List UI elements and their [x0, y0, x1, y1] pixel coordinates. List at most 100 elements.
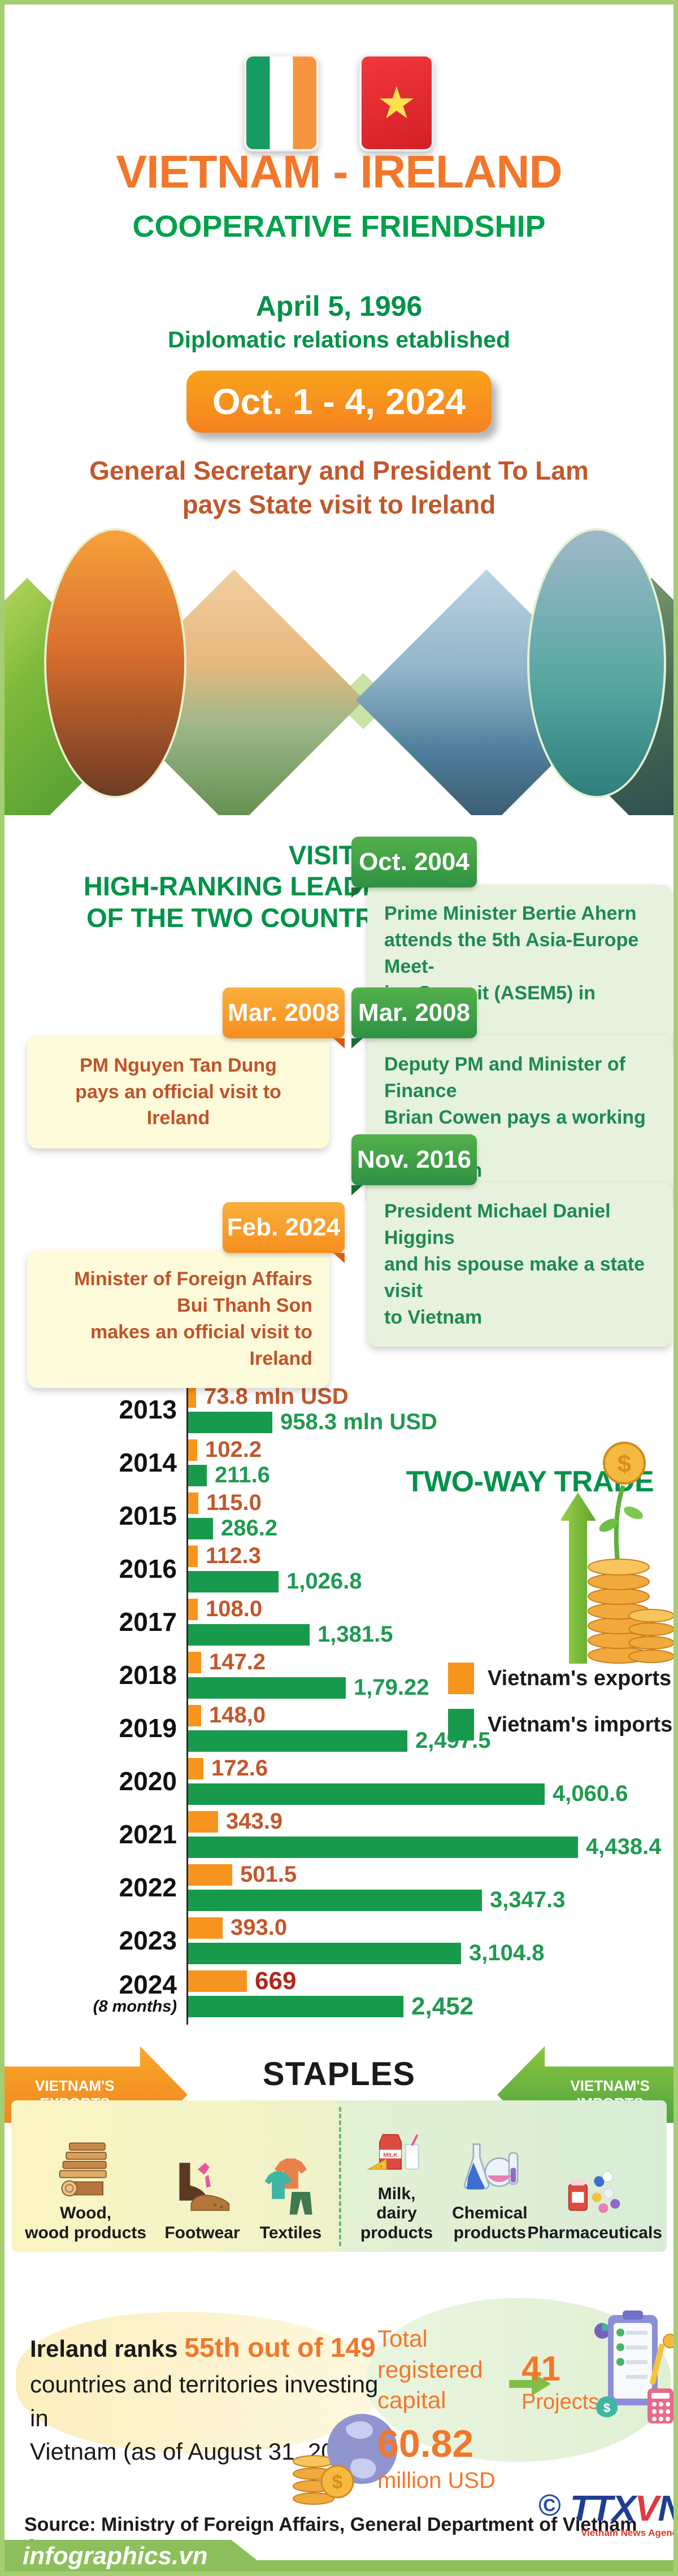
import-bar [188, 1783, 545, 1805]
staple-item: Textiles [258, 2158, 323, 2243]
year-label: 2014 [119, 1448, 177, 1477]
money-growth-illustration: $ [560, 1429, 673, 1675]
import-bar [188, 1677, 346, 1699]
staple-item: MILK Milk, dairy products [341, 2120, 452, 2243]
chart-row: 2016 112.3 1,026.8 [5, 1542, 673, 1595]
agency-logo-block: © TTXVN Vietnam News Agency [538, 2488, 678, 2539]
milk-dairy-icon: MILK [366, 2134, 419, 2170]
import-bar [188, 1889, 482, 1911]
import-value-label: 4,060.6 [553, 1781, 628, 1806]
capital-unit: million USD [377, 2468, 496, 2493]
state-visit-line2: pays State visit to Ireland [182, 490, 496, 519]
export-bar [188, 1757, 203, 1779]
import-value-label: 3,347.3 [490, 1887, 566, 1912]
globe-coins-illustration: $ [290, 2397, 403, 2510]
established-date: April 5, 1996 [255, 290, 423, 322]
staple-label: Textiles [259, 2223, 322, 2242]
svg-text:$: $ [603, 2401, 610, 2415]
flags-row: ★ [5, 54, 673, 151]
chemical-flasks-icon [464, 2143, 519, 2190]
export-value-label: 115.0 [206, 1490, 262, 1515]
svg-text:MILK: MILK [383, 2151, 398, 2158]
established-label: Diplomatic relations etablished [167, 327, 511, 353]
import-bar [188, 1624, 310, 1646]
vietnam-star-icon: ★ [377, 78, 416, 128]
export-value-label: 172.6 [211, 1756, 268, 1781]
event-date-tab: Nov. 2016 [351, 1134, 477, 1195]
staple-label: Wood, wood products [25, 2204, 147, 2242]
export-value-label: 102.2 [205, 1437, 262, 1462]
wood-icon [59, 2142, 107, 2197]
clipboard-icon: $ [594, 2310, 673, 2423]
export-bar [188, 1651, 201, 1673]
event-date-tab: Mar. 2008 [351, 987, 477, 1048]
import-value-label: 958.3 mln USD [280, 1409, 437, 1434]
staple-item: Footwear [164, 2159, 240, 2243]
event-text: PM Nguyen Tan Dung pays an official visi… [27, 1035, 329, 1148]
year-label: 2018 [119, 1660, 177, 1690]
import-value-label: 1,026.8 [286, 1569, 362, 1594]
agency-subtitle: Vietnam News Agency [581, 2527, 678, 2538]
chart-row: 2024 (8 months) 669 2,452 [5, 1967, 673, 2020]
chart-row: 2023 393.0 3,104.8 [5, 1914, 673, 1967]
yellow-band [16, 2312, 383, 2453]
staple-label: Footwear [164, 2223, 240, 2242]
chart-row: 2013 73.8 mln USD 958.3 mln USD [5, 1383, 673, 1436]
imports-swatch [448, 1709, 474, 1740]
capital-value: 60.82 [377, 2422, 474, 2465]
staple-item: Wood, wood products [25, 2139, 146, 2243]
photo-collage [5, 521, 673, 815]
pharmaceuticals-icon [568, 2170, 620, 2213]
staples-panels: Wood, wood products Footwear Tex [11, 2100, 667, 2252]
page-subtitle: COOPERATIVE FRIENDSHIP [132, 210, 546, 243]
projects-value: 41 [521, 2349, 560, 2388]
import-bar [188, 1517, 213, 1539]
staple-label: Chemical products [452, 2204, 528, 2242]
export-bar [188, 1970, 247, 1992]
footer-green-strip [5, 2560, 673, 2571]
exports-panel: Wood, wood products Footwear Tex [11, 2100, 337, 2252]
export-value-label: 669 [255, 1966, 297, 1995]
imports-panel: MILK Milk, dairy products [337, 2100, 667, 2252]
year-label: 2021 [119, 1820, 177, 1849]
capital-block: Total registered capital 60.82 million U… [377, 2323, 513, 2494]
import-value-label: 3,104.8 [469, 1940, 545, 1965]
chart-row: 2019 148,0 2,497.5 [5, 1702, 673, 1755]
export-value-label: 501.5 [240, 1862, 297, 1887]
vietnam-flag: ★ [359, 54, 434, 151]
year-label: 2024 [119, 1969, 177, 1999]
export-bar [188, 1492, 198, 1514]
import-bar [188, 1995, 403, 2017]
svg-text:$: $ [332, 2471, 343, 2493]
footwear-icon [179, 2162, 230, 2211]
import-value-label: 211.6 [215, 1463, 270, 1487]
import-bar [188, 1464, 207, 1486]
year-label: 2019 [119, 1713, 177, 1743]
year-label: 2022 [119, 1873, 177, 1902]
projects-block: 41 Projects [521, 2349, 599, 2414]
ttxvn-logo-text: TTXVN [570, 2488, 673, 2529]
state-visit-line1: General Secretary and President To Lam [89, 456, 589, 485]
import-value-label: 1,79.22 [354, 1675, 429, 1700]
event-text: Minister of Foreign Affairs Bui Thanh So… [27, 1250, 329, 1388]
staple-label: Milk, dairy products [360, 2184, 433, 2242]
chart-axis-line [186, 1381, 188, 2025]
import-value-label: 2,452 [411, 1992, 474, 2020]
rank-prefix: Ireland ranks [30, 2335, 185, 2362]
chart-row: 2015 115.0 286.2 [5, 1489, 673, 1542]
export-value-label: 343.9 [226, 1809, 283, 1834]
event-text: President Michael Daniel Higgins and his… [367, 1182, 672, 1347]
import-bar [188, 1570, 279, 1592]
projects-clipboard-illustration: $ [593, 2309, 673, 2436]
chart-row: 2021 343.9 4,438.4 [5, 1808, 673, 1861]
staple-item: Pharmaceuticals [528, 2159, 662, 2243]
year-label: 2020 [119, 1766, 177, 1796]
globe-coins-icon: $ [293, 2414, 397, 2505]
legend-row-exports: Vietnam's exports [448, 1663, 672, 1694]
projects-label: Projects [521, 2390, 599, 2414]
event-date-tab: Oct. 2004 [351, 837, 477, 898]
year-label: 2015 [119, 1501, 177, 1530]
export-bar [188, 1598, 198, 1620]
photo-irish-lighthouse [527, 528, 666, 798]
